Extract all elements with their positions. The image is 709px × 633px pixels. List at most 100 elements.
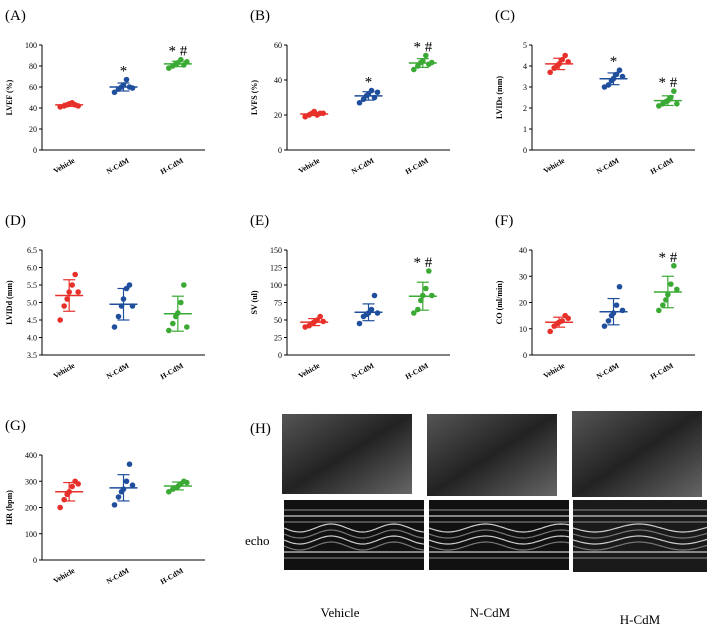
data-point: [129, 482, 136, 488]
data-point: [61, 496, 67, 503]
y-tick-label: 60: [274, 41, 282, 50]
caption: N-CdM: [470, 605, 511, 620]
data-point: [120, 486, 127, 492]
data-point: [129, 303, 136, 309]
data-point: [601, 323, 608, 329]
x-tick-label: H-CdM: [649, 156, 675, 176]
caption: Vehicle: [321, 605, 360, 620]
data-point: [166, 488, 172, 495]
data-point: [129, 85, 136, 91]
chart: (F) CO (ml/min) 0 10 20 30 40 Vehicle N-CdM H-CdM…: [495, 213, 695, 381]
significance-label: *: [365, 75, 373, 91]
echo-images: [282, 411, 707, 572]
data-point: [668, 281, 674, 287]
y-tick-label: 25: [274, 334, 282, 343]
data-point: [429, 59, 435, 66]
m-mode-trace: [572, 535, 708, 545]
data-point: [423, 52, 429, 59]
x-tick-label: Vehicle: [297, 361, 322, 381]
panel-label: (A): [5, 8, 26, 24]
y-tick-label: 4.5: [27, 316, 37, 325]
x-tick-label: Vehicle: [52, 156, 77, 176]
data-point: [111, 89, 118, 96]
m-mode-trace: [572, 541, 708, 551]
x-tick-label: N-CdM: [105, 361, 131, 381]
data-point: [559, 318, 565, 324]
y-tick-label: 0: [278, 351, 282, 360]
y-tick-label: 100: [25, 41, 37, 50]
y-tick-label: 6.0: [27, 264, 37, 273]
panel-label: (F): [495, 213, 513, 229]
chart: (B) LVFS (%) 0 20 40 60 Vehicle N-CdM * H-CdM * #: [250, 8, 450, 176]
significance-label: *: [610, 54, 618, 70]
x-tick-label: Vehicle: [52, 566, 77, 586]
data-point: [426, 268, 432, 274]
x-tick-label: H-CdM: [159, 566, 185, 586]
chart: (D) LVIDd (mm) 3.5 4.0 4.5 5.0 5.5 6.0 6.5 Vehicl…: [5, 213, 205, 381]
data-point: [562, 52, 568, 59]
y-tick-label: 100: [25, 530, 37, 539]
data-point: [72, 271, 78, 278]
data-point: [665, 291, 671, 298]
data-point: [616, 283, 623, 290]
data-point: [368, 306, 375, 313]
significance-label: * #: [658, 250, 677, 266]
data-point: [320, 110, 326, 117]
y-tick-label: 50: [274, 316, 282, 325]
y-tick-label: 100: [270, 281, 282, 290]
m-mode-trace: [283, 523, 425, 533]
data-point: [317, 313, 323, 320]
data-point: [181, 282, 187, 288]
data-point: [371, 94, 378, 101]
data-point: [619, 307, 626, 314]
data-point: [610, 310, 617, 316]
data-point: [178, 56, 184, 63]
data-point: [115, 494, 122, 500]
data-point: [415, 306, 421, 313]
data-point: [178, 299, 184, 306]
data-point: [674, 286, 680, 293]
x-tick-label: H-CdM: [159, 156, 185, 176]
y-tick-label: 0: [523, 146, 527, 155]
y-tick-label: 200: [25, 504, 37, 513]
data-point: [320, 318, 326, 325]
panel-label: (E): [250, 213, 269, 229]
data-point: [418, 297, 424, 304]
y-axis-label: HR (bpm): [5, 490, 14, 525]
panel-label: (C): [495, 8, 515, 24]
x-tick-label: N-CdM: [105, 566, 131, 586]
data-point: [671, 88, 677, 94]
y-tick-label: 5.0: [27, 299, 37, 308]
data-point: [420, 292, 426, 299]
y-tick-label: 125: [270, 264, 282, 273]
panel-label: (H): [250, 421, 271, 437]
m-mode-trace: [428, 535, 570, 545]
data-point: [613, 302, 620, 308]
y-axis-label: CO (ml/min): [495, 280, 504, 324]
data-point: [605, 82, 612, 88]
y-axis-label: LVIDd (mm): [5, 280, 14, 325]
data-point: [115, 313, 122, 320]
data-point: [175, 310, 181, 316]
data-point: [565, 59, 571, 65]
data-point: [371, 292, 378, 299]
y-axis-label: LVFS (%): [250, 80, 259, 115]
y-tick-label: 2: [523, 104, 527, 113]
m-mode-trace: [428, 529, 570, 539]
m-mode-trace: [572, 529, 708, 539]
y-tick-label: 40: [274, 76, 282, 85]
y-tick-label: 0: [523, 351, 527, 360]
x-tick-label: Vehicle: [542, 361, 567, 381]
data-point: [613, 71, 620, 78]
y-tick-label: 20: [29, 125, 37, 134]
m-mode-trace: [283, 541, 425, 551]
data-point: [57, 317, 63, 323]
data-point: [556, 61, 562, 67]
panel-label: (D): [5, 213, 26, 229]
x-tick-label: N-CdM: [350, 361, 376, 381]
data-point: [120, 82, 127, 88]
y-axis-label: LVEF (%): [5, 79, 14, 115]
echo-2d-image: [572, 411, 702, 497]
y-tick-label: 3.5: [27, 351, 37, 360]
